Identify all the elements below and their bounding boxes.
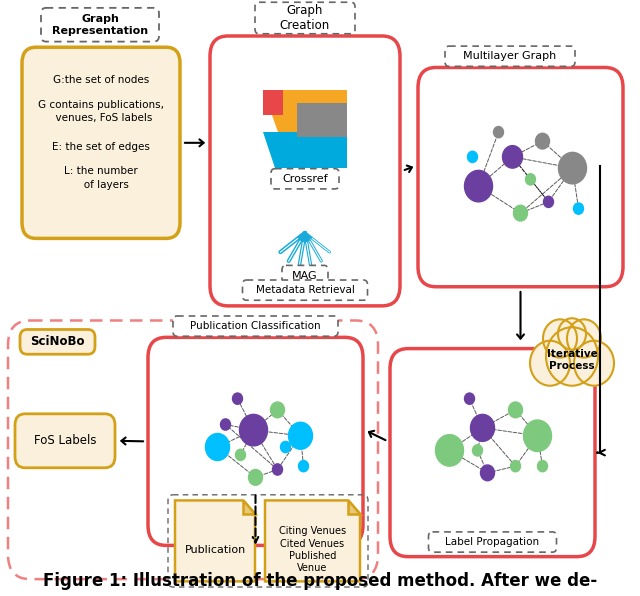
FancyBboxPatch shape xyxy=(148,337,363,545)
FancyBboxPatch shape xyxy=(390,349,595,557)
Text: SciNoBo: SciNoBo xyxy=(29,336,84,348)
FancyBboxPatch shape xyxy=(8,321,378,579)
Circle shape xyxy=(524,420,552,452)
Circle shape xyxy=(543,319,577,358)
FancyBboxPatch shape xyxy=(282,265,328,285)
Polygon shape xyxy=(265,501,360,581)
Circle shape xyxy=(546,327,598,386)
Polygon shape xyxy=(297,104,347,137)
FancyBboxPatch shape xyxy=(20,330,95,354)
Text: Figure 1: Illustration of the proposed method. After we de-: Figure 1: Illustration of the proposed m… xyxy=(43,572,597,591)
Circle shape xyxy=(525,174,536,185)
Text: Iterative
Process: Iterative Process xyxy=(547,349,597,371)
FancyBboxPatch shape xyxy=(210,36,400,306)
Circle shape xyxy=(530,341,570,386)
Text: E: the set of edges: E: the set of edges xyxy=(52,142,150,152)
Polygon shape xyxy=(175,501,255,581)
FancyBboxPatch shape xyxy=(445,46,575,66)
Circle shape xyxy=(574,341,614,386)
Circle shape xyxy=(470,414,495,442)
Circle shape xyxy=(280,442,291,452)
Circle shape xyxy=(271,402,285,418)
Circle shape xyxy=(559,153,586,184)
Text: Graph
Creation: Graph Creation xyxy=(280,4,330,32)
FancyBboxPatch shape xyxy=(22,47,180,238)
Circle shape xyxy=(511,461,520,472)
Circle shape xyxy=(248,470,262,485)
Circle shape xyxy=(536,134,550,149)
FancyBboxPatch shape xyxy=(243,280,367,300)
Circle shape xyxy=(289,422,312,449)
Circle shape xyxy=(205,433,230,461)
Circle shape xyxy=(493,126,504,138)
Text: G:the set of nodes: G:the set of nodes xyxy=(53,75,149,85)
Circle shape xyxy=(232,393,243,404)
Polygon shape xyxy=(263,132,347,167)
Circle shape xyxy=(239,414,268,446)
FancyBboxPatch shape xyxy=(271,169,339,189)
FancyBboxPatch shape xyxy=(15,414,115,468)
Polygon shape xyxy=(263,90,283,114)
Text: L: the number
   of layers: L: the number of layers xyxy=(64,166,138,190)
Circle shape xyxy=(509,402,522,418)
FancyBboxPatch shape xyxy=(255,2,355,34)
Circle shape xyxy=(236,449,246,461)
Text: Crossref: Crossref xyxy=(282,174,328,184)
Circle shape xyxy=(298,461,308,472)
Text: Publication: Publication xyxy=(184,545,246,555)
Circle shape xyxy=(273,464,282,475)
Circle shape xyxy=(573,203,584,214)
Polygon shape xyxy=(263,90,347,132)
Polygon shape xyxy=(243,501,255,514)
Circle shape xyxy=(467,151,477,163)
Circle shape xyxy=(502,145,522,168)
FancyBboxPatch shape xyxy=(429,532,557,552)
Text: FoS Labels: FoS Labels xyxy=(34,434,96,448)
Circle shape xyxy=(472,445,483,456)
FancyBboxPatch shape xyxy=(41,8,159,42)
Text: Metadata Retrieval: Metadata Retrieval xyxy=(255,285,355,295)
Circle shape xyxy=(465,393,474,404)
Text: MAG: MAG xyxy=(292,271,318,281)
Text: Multilayer Graph: Multilayer Graph xyxy=(463,51,557,61)
FancyBboxPatch shape xyxy=(173,316,338,336)
Circle shape xyxy=(538,461,547,472)
Circle shape xyxy=(221,419,230,430)
Circle shape xyxy=(558,318,586,350)
Text: Citing Venues
Cited Venues
Published
Venue: Citing Venues Cited Venues Published Ven… xyxy=(279,526,346,573)
Circle shape xyxy=(465,170,493,202)
Circle shape xyxy=(567,319,601,358)
Circle shape xyxy=(435,434,463,466)
Text: Graph
Representation: Graph Representation xyxy=(52,14,148,36)
Circle shape xyxy=(481,465,495,481)
Text: G contains publications,
  venues, FoS labels: G contains publications, venues, FoS lab… xyxy=(38,100,164,123)
Text: Publication Classification: Publication Classification xyxy=(190,321,321,331)
Circle shape xyxy=(513,205,527,221)
FancyBboxPatch shape xyxy=(418,67,623,287)
Polygon shape xyxy=(348,501,360,514)
Text: Label Propagation: Label Propagation xyxy=(445,537,540,547)
Circle shape xyxy=(543,196,554,207)
